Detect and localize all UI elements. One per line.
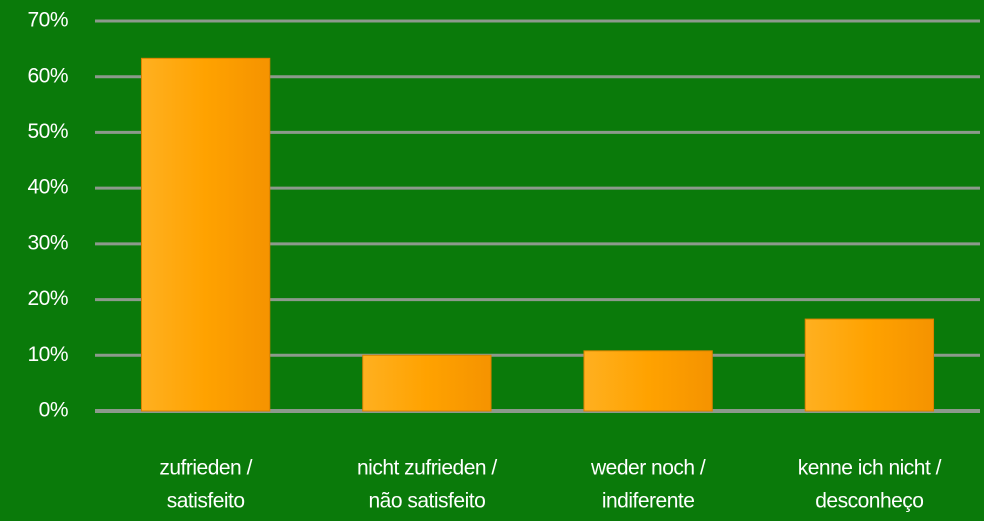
y-tick-label: 50%	[27, 120, 68, 143]
y-tick-label: 70%	[27, 9, 68, 32]
bar	[583, 350, 713, 412]
x-tick-label: satisfeito	[167, 490, 245, 513]
x-tick-label: zufrieden /	[159, 457, 252, 480]
y-tick-label: 20%	[27, 287, 68, 310]
x-tick-label: não satisfeito	[369, 490, 486, 513]
y-tick-label: 40%	[27, 176, 68, 199]
bar	[804, 318, 935, 412]
x-tick-label: indiferente	[602, 490, 695, 513]
x-tick-label: weder noch /	[590, 457, 706, 480]
y-tick-label: 30%	[27, 231, 68, 254]
bar	[362, 354, 492, 412]
y-tick-label: 60%	[27, 64, 68, 87]
x-tick-label: nicht zufrieden /	[357, 457, 497, 480]
y-tick-label: 0%	[39, 399, 68, 422]
y-tick-label: 10%	[27, 343, 68, 366]
x-tick-label: desconheço	[815, 490, 923, 513]
bar	[140, 57, 271, 412]
x-tick-label: kenne ich nicht /	[798, 457, 942, 480]
